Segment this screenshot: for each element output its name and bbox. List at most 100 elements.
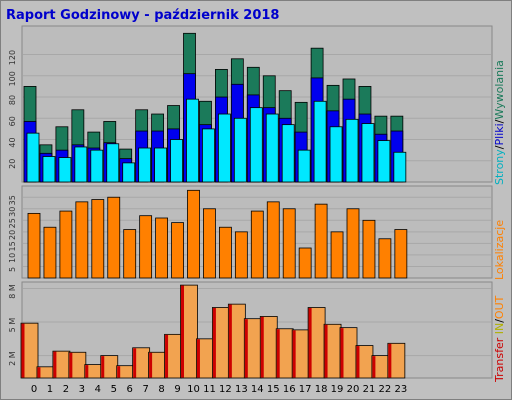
bar-transfer-in-4 [85,365,89,378]
bar-visits-8 [155,217,169,279]
legend-visits: Lokalizacje [493,220,506,280]
y-tick-label: 80 [8,95,17,105]
bar-visits-12 [218,226,232,279]
bar-transfer-in-5 [101,356,105,378]
bar-transfer-in-17 [292,330,296,378]
bar-visits-18 [314,203,328,279]
x-tick-label: 4 [95,384,101,395]
bar-transfer-in-12 [212,308,216,378]
bar-strony-2 [58,157,72,183]
bar-transfer-10 [180,284,198,379]
legend-transfer: Transfer [493,337,506,383]
y-tick-label: 40 [8,137,17,147]
bar-visits-6 [123,229,137,279]
bar-strony-14 [249,107,263,183]
legend-hits: Wywolania [493,60,506,120]
visits-legend: Lokalizacje [493,220,506,280]
bar-strony-7 [138,147,152,183]
bar-strony-10 [186,98,199,183]
x-tick-label: 14 [251,384,264,395]
bar-transfer-0 [20,322,39,379]
y-tick-label: 2 M [8,351,17,366]
bar-transfer-in-19 [324,324,328,378]
bar-strony-21 [361,123,375,183]
bar-strony-16 [281,124,295,183]
bar-visits-17 [298,247,312,279]
x-tick-label: 2 [63,384,69,395]
legend-out: OUT [493,295,506,319]
bar-transfer-in-16 [276,329,280,378]
y-tick-label: 15 [8,241,17,251]
bar-transfer-in-14 [244,319,248,378]
x-tick-label: 3 [79,384,85,395]
legend-in: IN [493,323,506,334]
requests-legend: Strony/Pliki/Wywolania [493,60,506,185]
transfer-panel: 2 M 5 M 8 M [8,281,493,379]
bar-strony-17 [297,149,311,183]
x-tick-label: 8 [158,384,164,395]
y-tick-label: 25 [8,218,17,228]
bar-transfer-in-3 [69,352,73,378]
bar-visits-15 [266,201,280,279]
x-tick-label: 15 [267,384,280,395]
bar-strony-11 [202,128,215,183]
x-tick-label: 18 [315,384,328,395]
bar-transfer-in-18 [308,308,312,378]
bar-transfer-in-11 [196,339,200,378]
bar-visits-4 [91,199,105,279]
x-tick-label: 23 [394,384,407,395]
y-tick-label: 60 [8,116,17,126]
bar-visits-5 [107,196,121,279]
y-tick-label: 10 [8,253,17,263]
x-tick-label: 6 [127,384,133,395]
y-tick-label: 35 [8,195,17,205]
bar-visits-1 [43,226,57,279]
bar-strony-19 [329,126,343,183]
bar-transfer-in-20 [340,328,344,378]
bar-transfer-in-23 [388,343,392,378]
y-tick-label: 20 [8,230,17,240]
chart-title: Raport Godzinowy - październik 2018 [6,8,279,23]
bar-visits-14 [250,210,264,279]
bar-strony-15 [265,113,279,183]
bar-strony-12 [217,113,231,183]
bar-strony-0 [26,132,40,183]
bar-strony-1 [42,156,56,183]
legend-separator: / [493,119,506,123]
bar-visits-20 [346,208,360,279]
legend-separator: / [493,145,506,149]
bar-strony-5 [106,143,120,183]
bar-strony-4 [90,149,104,183]
bar-visits-7 [139,215,153,279]
bar-strony-20 [345,118,359,183]
bar-visits-16 [282,208,296,279]
bar-transfer-in-21 [356,346,360,378]
x-tick-label: 12 [219,384,232,395]
bar-strony-23 [393,151,407,183]
x-tick-label: 21 [363,384,376,395]
x-tick-label: 17 [299,384,312,395]
bar-strony-18 [313,100,327,183]
y-tick-label: 5 M [8,318,17,333]
bar-strony-6 [122,162,136,183]
legend-separator: / [493,319,506,323]
bar-visits-3 [75,201,89,279]
bar-transfer-in-7 [133,348,137,378]
bar-visits-19 [330,231,344,279]
bar-transfer-in-6 [117,366,121,378]
bar-strony-22 [377,140,391,183]
y-tick-label: 30 [8,207,17,217]
x-tick-label: 7 [142,384,148,395]
bar-strony-13 [233,117,247,183]
bar-transfer-in-22 [372,356,376,378]
bar-visits-21 [362,219,376,279]
bar-transfer-in-2 [53,351,57,378]
x-tick-label: 16 [283,384,296,395]
bar-transfer-in-13 [228,304,232,378]
bar-visits-13 [234,231,248,279]
bar-transfer-in-9 [165,334,169,378]
x-tick-label: 20 [347,384,360,395]
y-tick-label: 8 M [8,284,17,299]
bar-transfer-in-15 [260,316,264,378]
